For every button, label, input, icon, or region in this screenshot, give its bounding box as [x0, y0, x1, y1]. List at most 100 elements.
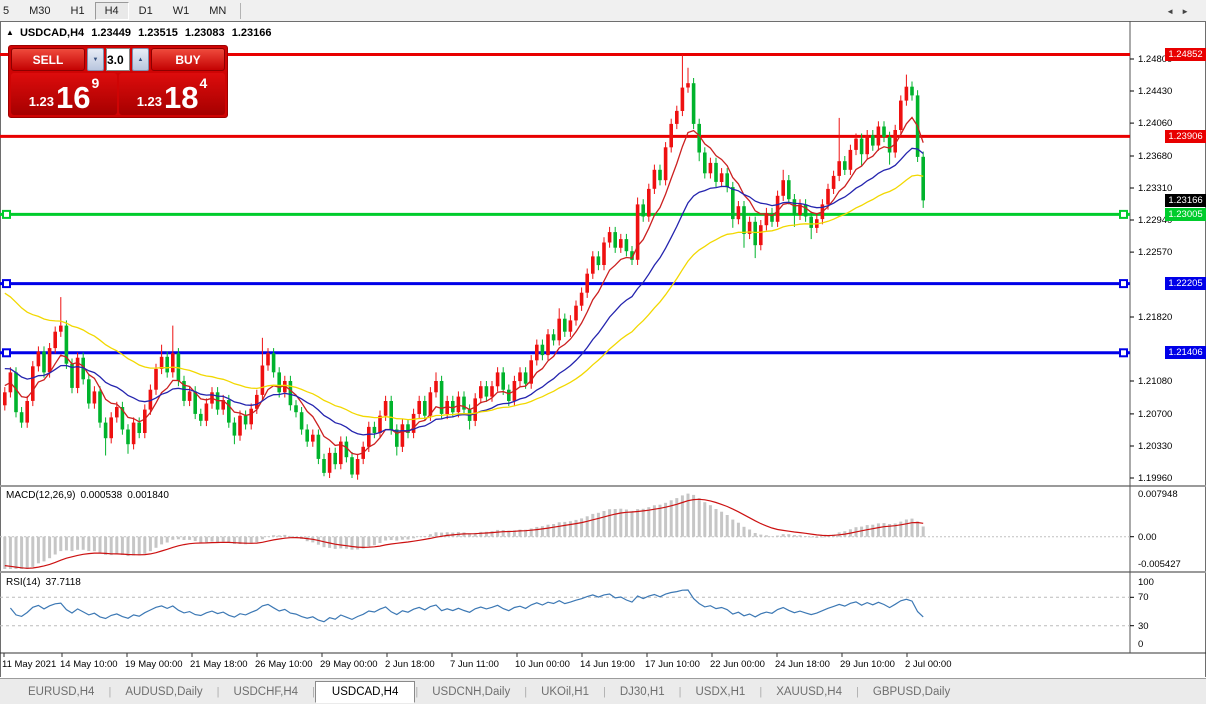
time-tick-label: 22 Jun 00:00: [710, 659, 765, 670]
tab-separator: |: [603, 685, 606, 698]
macd-zero-label: 0.00: [1138, 531, 1157, 543]
tab-usdchf-h4[interactable]: USDCHF,H4: [233, 685, 299, 698]
time-tick-label: 24 Jun 18:00: [775, 659, 830, 670]
tab-dj30-h1[interactable]: DJ30,H1: [619, 685, 665, 698]
timeframe-m30[interactable]: M30: [29, 4, 51, 17]
timeframe-toolbar: 5 M30 H1 H4 D1 W1 MN: [0, 0, 1206, 22]
macd-value-signal: 0.001840: [127, 490, 169, 501]
price-level-badge: 1.22205: [1165, 277, 1206, 291]
price-level-badge: 1.21406: [1165, 346, 1206, 360]
tab-ukoil-h1[interactable]: UKOil,H1: [541, 685, 589, 698]
chart-tab-bar: EURUSD,H4 | AUDUSD,Daily | USDCHF,H4 | USDCAD,…: [0, 678, 1206, 704]
volume-input[interactable]: [106, 48, 130, 71]
price-level-badge: 1.24852: [1165, 48, 1206, 61]
price-level-badge: 1.23906: [1165, 129, 1206, 143]
price-tick-label: 1.19960: [1138, 473, 1173, 484]
sell-button[interactable]: SELL: [11, 48, 85, 71]
tab-audusd-daily[interactable]: AUDUSD,Daily: [125, 685, 203, 698]
ohlc-high: 1.23515: [138, 27, 178, 39]
spinner-down-icon: ▼: [92, 56, 99, 63]
price-tick-label: 1.21820: [1138, 312, 1173, 323]
price-level-badge: 1.23005: [1165, 207, 1206, 221]
tab-scroll-arrows[interactable]: ◄►: [1166, 7, 1196, 16]
timeframe-w1[interactable]: W1: [172, 4, 190, 17]
rsi-value: 37.7118: [45, 577, 81, 588]
sell-price-sup: 9: [91, 75, 100, 91]
timeframe-d1[interactable]: D1: [138, 4, 153, 17]
tab-usdcnh-daily[interactable]: USDCNH,Daily: [432, 685, 511, 698]
chart-window: [0, 21, 1206, 677]
rsi-label: RSI(14) 37.7118: [6, 577, 86, 588]
time-tick-label: 19 May 00:00: [125, 659, 183, 670]
tab-gbpusd-daily[interactable]: GBPUSD,Daily: [872, 685, 951, 698]
rsi-100-label: 100: [1138, 577, 1154, 588]
time-tick-label: 7 Jun 11:00: [450, 659, 499, 670]
price-tick-label: 1.21080: [1138, 376, 1173, 387]
one-click-trading-panel: SELL ▼ ▲ BUY 1.23 16 9 1.23 18 4: [8, 45, 228, 118]
time-tick-label: 29 Jun 10:00: [840, 659, 895, 670]
tab-scroll-left-icon[interactable]: ◄: [1166, 7, 1182, 16]
toolbar-separator: [240, 2, 242, 19]
tab-usdx-h1[interactable]: USDX,H1: [695, 685, 746, 698]
buy-price-big: 18: [164, 80, 199, 115]
buy-price-prefix: 1.23: [136, 94, 163, 109]
tab-scroll-right-icon[interactable]: ►: [1181, 7, 1196, 16]
macd-min-label: -0.005427: [1138, 559, 1181, 570]
ohlc-close: 1.23166: [231, 27, 272, 39]
buy-button[interactable]: BUY: [151, 48, 225, 71]
price-tick-label: 1.22570: [1138, 247, 1173, 259]
time-tick-label: 2 Jul 00:00: [905, 659, 952, 670]
rsi-name: RSI(14): [6, 577, 41, 588]
volume-decrease-button[interactable]: ▼: [87, 48, 104, 71]
time-tick-label: 21 May 18:00: [190, 659, 248, 670]
buy-price-sup: 4: [199, 75, 208, 91]
timeframe-h1[interactable]: H1: [70, 4, 85, 17]
tab-xauusd-h4[interactable]: XAUUSD,H4: [776, 685, 843, 698]
time-tick-label: 17 Jun 10:00: [645, 659, 700, 670]
tab-separator: |: [856, 685, 859, 698]
price-tick-label: 1.20330: [1138, 441, 1173, 452]
tab-separator: |: [108, 685, 112, 698]
tab-usdcad-h4[interactable]: USDCAD,H4: [314, 680, 416, 703]
timeframe-h4[interactable]: H4: [94, 1, 129, 20]
price-tick-label: 1.20700: [1138, 408, 1173, 420]
volume-increase-button[interactable]: ▲: [132, 48, 149, 71]
rsi-70-label: 70: [1138, 592, 1149, 604]
collapse-icon[interactable]: ▲: [6, 28, 14, 37]
price-tick-label: 1.24800: [1138, 54, 1173, 65]
time-tick-label: 10 Jun 00:00: [515, 659, 570, 670]
macd-value-main: 0.000538: [80, 490, 123, 501]
time-tick-label: 26 May 10:00: [255, 659, 313, 670]
price-tick-label: 1.23310: [1138, 183, 1173, 194]
rsi-0-label: 0: [1138, 639, 1144, 650]
macd-name: MACD(12,26,9): [6, 490, 76, 501]
macd-max-label: 0.007948: [1138, 489, 1178, 500]
sell-price-big: 16: [56, 80, 91, 115]
buy-price-display[interactable]: 1.23 18 4: [119, 73, 225, 115]
price-tick-label: 1.22940: [1138, 215, 1173, 226]
price-level-badge: 1.23166: [1165, 194, 1206, 207]
tab-eurusd-h4[interactable]: EURUSD,H4: [28, 685, 95, 698]
tab-separator: |: [759, 685, 763, 698]
tab-separator: |: [312, 685, 315, 698]
chart-title: ▲ USDCAD,H4 1.23449 1.23515 1.23083 1.23…: [6, 27, 275, 39]
timeframe-5[interactable]: 5: [3, 4, 10, 17]
tab-separator: |: [415, 685, 419, 698]
tab-separator: |: [678, 685, 682, 698]
spinner-up-icon: ▲: [137, 56, 144, 63]
time-tick-label: 2 Jun 18:00: [385, 659, 435, 670]
macd-label: MACD(12,26,9) 0.000538 0.001840: [6, 490, 174, 501]
chart-symbol-label: USDCAD,H4: [19, 27, 85, 39]
time-tick-label: 11 May 2021: [2, 659, 57, 670]
rsi-30-label: 30: [1138, 620, 1149, 632]
price-tick-label: 1.23680: [1138, 151, 1173, 162]
time-tick-label: 14 May 10:00: [60, 659, 118, 670]
price-tick-label: 1.24060: [1138, 118, 1173, 130]
tab-separator: |: [524, 685, 528, 698]
timeframe-mn[interactable]: MN: [209, 4, 227, 17]
ohlc-open: 1.23449: [91, 27, 131, 39]
sell-price-display[interactable]: 1.23 16 9: [11, 73, 117, 115]
sell-price-prefix: 1.23: [28, 94, 55, 109]
tab-separator: |: [216, 685, 220, 698]
